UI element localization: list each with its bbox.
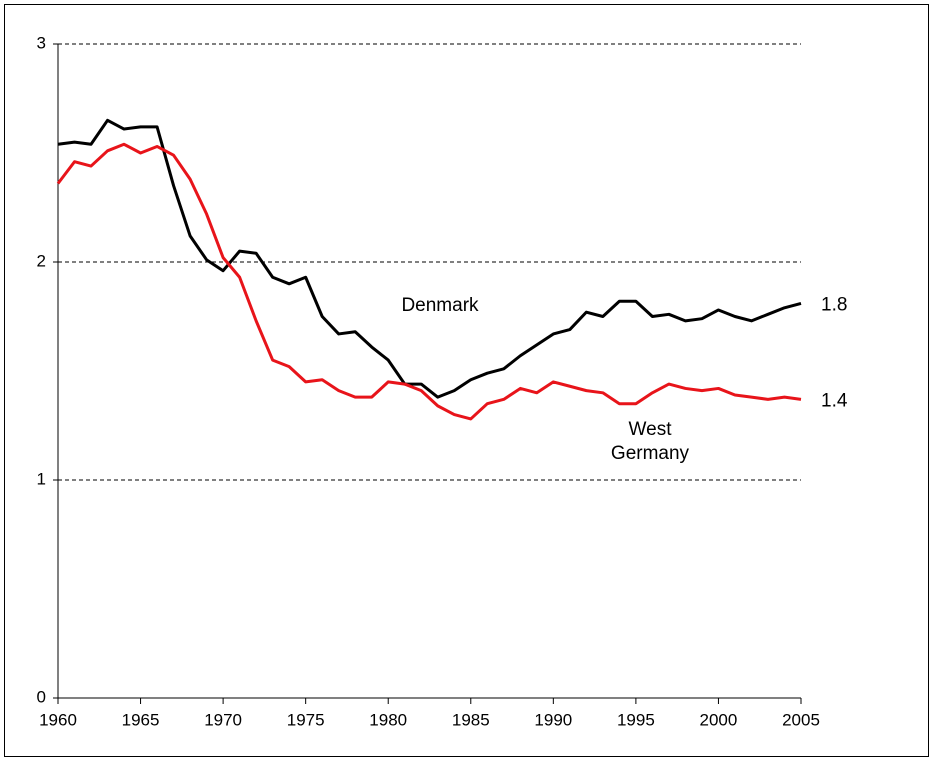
x-tick-label: 1995 [617,710,655,729]
x-tick-label: 1975 [287,710,325,729]
x-tick-label: 2000 [700,710,738,729]
series-label: Denmark [401,295,479,316]
x-tick-label: 1980 [369,710,407,729]
x-tick-label: 1990 [534,710,572,729]
line [56,142,802,421]
y-tick-label: 1 [37,469,46,488]
x-tick-label: 1970 [204,710,242,729]
value-label: 1.4 [821,390,848,411]
series-label: West Germany [610,419,690,464]
y-tick-label: 3 [37,33,46,52]
x-tick-label: 1985 [452,710,490,729]
value-label: 1.8 [821,294,847,315]
x-tick-label: 1960 [39,710,77,729]
y-tick-label: 0 [37,687,46,706]
y-tick-label: 2 [37,251,46,270]
frame [4,4,929,757]
line [57,118,802,399]
x-tick-label: 1965 [122,710,160,729]
x-tick-label: 2005 [782,710,820,729]
